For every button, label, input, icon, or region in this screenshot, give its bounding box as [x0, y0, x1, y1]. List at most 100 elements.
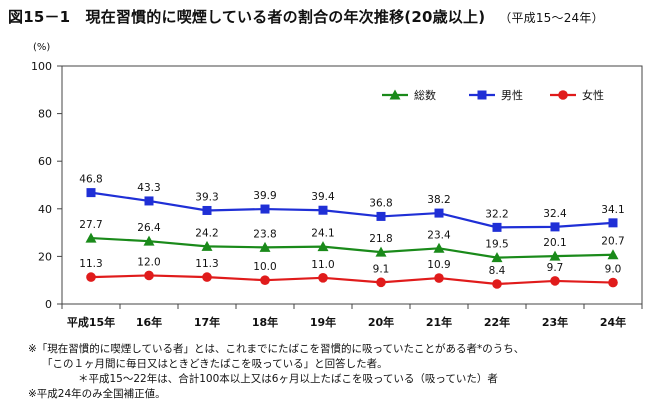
series-line: [90, 191, 614, 229]
data-label: 32.4: [543, 208, 567, 220]
x-tick-label: 16年: [136, 315, 162, 329]
triangle-marker: [389, 89, 401, 100]
series-line: [90, 236, 614, 259]
x-tick-label: 18年: [252, 315, 278, 329]
series-女性: 11.3 12.0 11.3 10.0 11.0 9.1 10.9 8.4 9.7 9.0: [79, 256, 622, 289]
triangle-marker: [433, 242, 445, 253]
data-label: 39.4: [311, 191, 335, 203]
x-tick-label: 平成15年: [67, 315, 115, 329]
legend-item: 総数: [382, 88, 436, 102]
legend-item: 女性: [550, 88, 604, 102]
footnotes: ※「現在習慣的に喫煙している者」とは、これまでにたばこを習慣的に吸っていたことが…: [28, 342, 524, 402]
circle-marker: [202, 272, 212, 282]
y-tick-label: 100: [31, 60, 52, 73]
x-tick-label: 23年: [542, 315, 568, 329]
data-label: 12.0: [137, 256, 160, 268]
data-label: 36.8: [369, 197, 392, 209]
circle-marker: [318, 273, 328, 283]
x-tick-label: 20年: [368, 315, 394, 329]
triangle-marker: [607, 249, 619, 260]
chart-series: 46.8 43.3 39.3 39.9 39.4 36.8 38.2 32.2 32.4 34.1…: [79, 174, 625, 289]
x-tick-label: 24年: [600, 315, 626, 329]
y-tick-label: 0: [45, 298, 52, 311]
series-line: [90, 274, 614, 286]
square-marker: [144, 196, 154, 206]
square-marker: [550, 222, 560, 232]
data-label: 27.7: [79, 219, 102, 231]
circle-marker: [608, 277, 618, 288]
data-label: 9.1: [373, 263, 390, 275]
data-label: 20.7: [601, 236, 624, 248]
data-label: 26.4: [137, 222, 161, 234]
square-marker: [376, 211, 386, 221]
data-label: 19.5: [485, 239, 508, 251]
circle-marker: [434, 273, 444, 283]
triangle-marker: [375, 246, 387, 257]
x-tick-label: 22年: [484, 315, 510, 329]
data-label: 23.8: [253, 228, 276, 240]
y-tick-label: 40: [38, 203, 52, 216]
data-label: 34.1: [601, 204, 624, 216]
chart-axes: 0 20 40 60 80 100 平成15年 16年 17年 18年 19年 20年 21年 22年 23…: [31, 60, 643, 329]
data-label: 39.9: [253, 190, 276, 202]
triangle-marker: [143, 235, 155, 246]
legend-label: 女性: [582, 88, 604, 102]
data-label: 38.2: [427, 194, 450, 206]
chart-title-text: 図15－1 現在習慣的に喫煙している者の割合の年次推移(20歳以上): [8, 8, 486, 26]
series-総数: 27.7 26.4 24.2 23.8 24.1 21.8 23.4 19.5 20.1 20.7: [79, 219, 625, 263]
square-marker: [202, 205, 212, 215]
circle-marker: [86, 272, 96, 282]
triangle-marker: [201, 240, 213, 251]
triangle-marker: [85, 232, 97, 243]
x-tick-label: 17年: [194, 315, 220, 329]
data-label: 43.3: [137, 182, 160, 194]
series-男性: 46.8 43.3 39.3 39.9 39.4 36.8 38.2 32.2 32.4 34.1: [79, 174, 625, 232]
circle-marker: [550, 276, 560, 286]
data-label: 10.0: [253, 261, 276, 273]
y-tick-label: 60: [38, 155, 52, 168]
line-chart: 0 20 40 60 80 100 平成15年 16年 17年 18年 19年 20年 21年 22年 23…: [31, 60, 643, 329]
data-label: 46.8: [79, 174, 102, 186]
legend-label: 男性: [501, 88, 523, 102]
footnote-2: 「この１ヶ月間に毎日又はときどきたばこを吸っている」と回答した者。: [42, 358, 388, 370]
data-label: 39.3: [195, 191, 218, 203]
x-tick-label: 19年: [310, 315, 336, 329]
circle-marker: [376, 277, 386, 288]
footnote-3: ＊平成15～22年は、合計100本以上又は6ヶ月以上たばこを吸っている（吸ってい…: [78, 373, 498, 385]
square-marker: [492, 222, 502, 232]
data-label: 24.2: [195, 227, 218, 239]
data-label: 9.7: [547, 262, 564, 274]
square-marker: [477, 90, 487, 100]
data-label: 8.4: [489, 265, 506, 277]
square-marker: [318, 205, 328, 215]
data-label: 10.9: [427, 259, 450, 271]
y-tick-label: 80: [38, 108, 52, 121]
triangle-marker: [259, 241, 271, 252]
data-label: 21.8: [369, 233, 392, 245]
footnote-4: ※平成24年のみ全国補正値。: [28, 388, 166, 400]
square-marker: [608, 218, 618, 228]
y-tick-label: 20: [38, 250, 52, 263]
x-tick-label: 21年: [426, 315, 452, 329]
square-marker: [86, 188, 96, 198]
triangle-marker: [549, 250, 561, 261]
legend-label: 総数: [414, 88, 436, 102]
circle-marker: [260, 275, 270, 286]
data-label: 20.1: [543, 237, 566, 249]
data-label: 11.0: [311, 259, 334, 271]
data-label: 23.4: [427, 229, 451, 241]
data-label: 9.0: [605, 264, 622, 276]
circle-marker: [558, 90, 568, 100]
chart-subtitle: （平成15～24年）: [499, 11, 604, 25]
circle-marker: [144, 270, 154, 281]
square-marker: [260, 204, 270, 214]
legend-item: 男性: [469, 88, 523, 102]
data-label: 24.1: [311, 228, 334, 240]
circle-marker: [492, 279, 502, 289]
data-label: 32.2: [485, 208, 508, 220]
y-axis-unit: (%): [33, 42, 51, 53]
data-label: 11.3: [195, 258, 218, 270]
footnote-1: ※「現在習慣的に喫煙している者」とは、これまでにたばこを習慣的に吸っていたことが…: [28, 343, 525, 355]
triangle-marker: [491, 252, 503, 263]
square-marker: [434, 208, 444, 218]
